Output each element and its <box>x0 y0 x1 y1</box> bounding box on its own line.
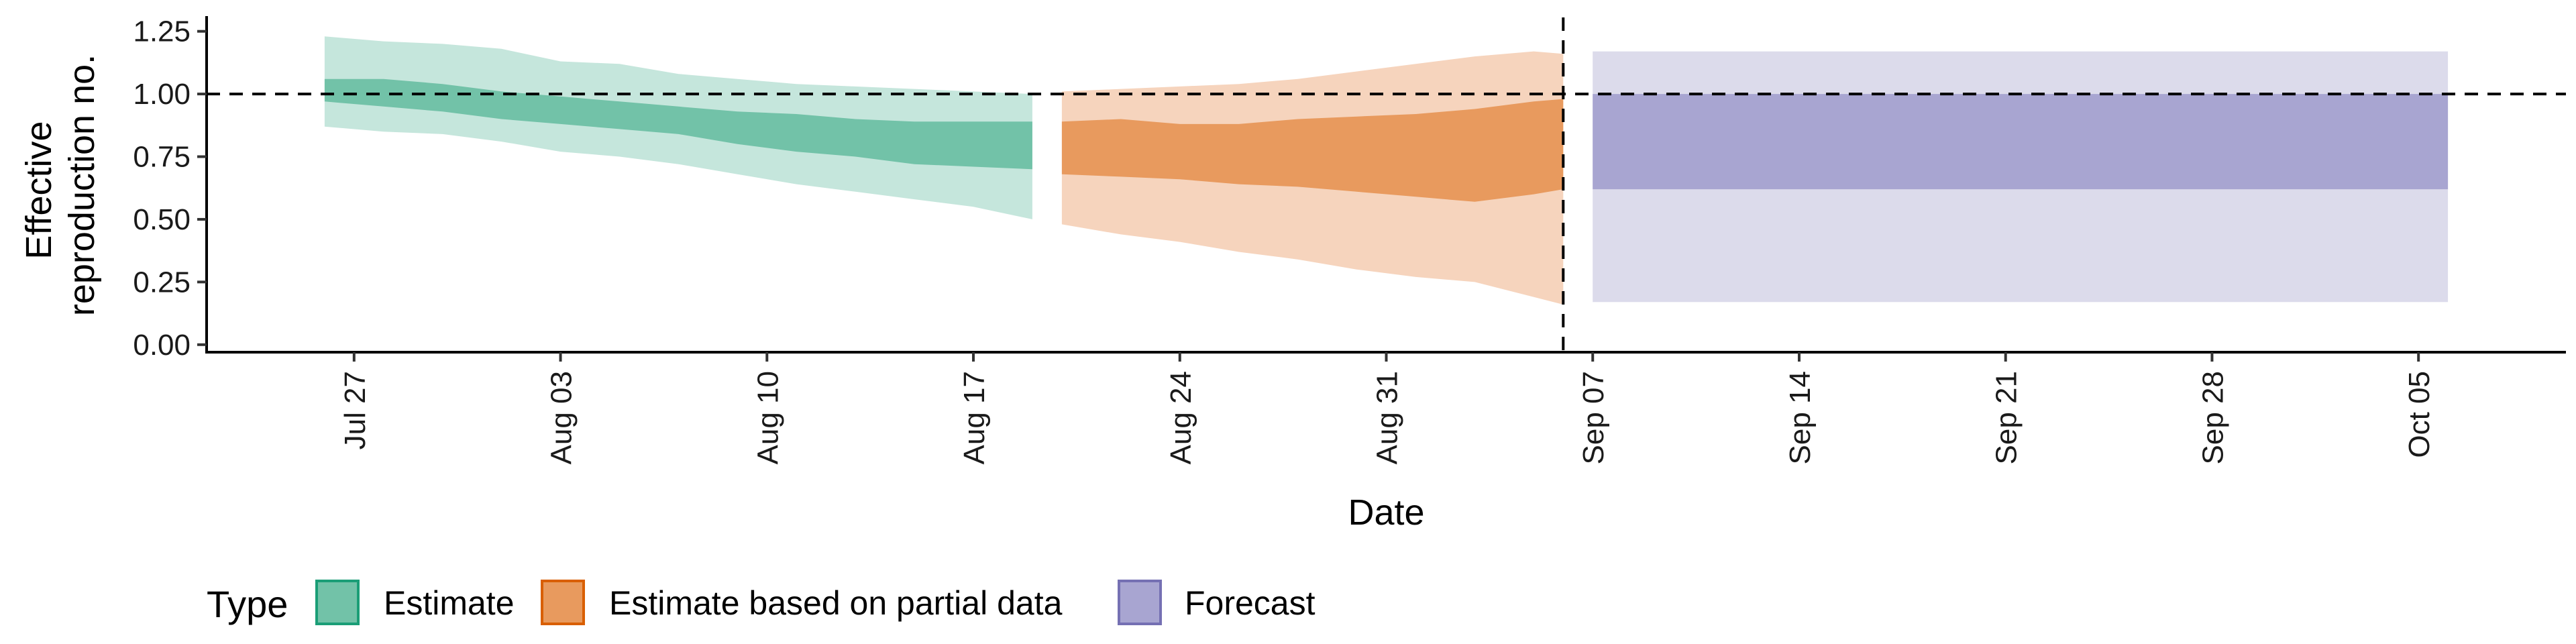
x-tick-label-11: Oct 05 <box>2403 371 2436 458</box>
legend-label-1: Estimate <box>384 584 515 622</box>
legend-key-2 <box>541 580 585 625</box>
x-ticks: Jul 27 Aug 03 Aug 10 Aug 17 Aug 24 Aug 31 Sep … <box>339 352 2436 464</box>
x-tick-label-8: Sep 14 <box>1784 371 1817 464</box>
x-tick-label-4: Aug 17 <box>958 371 991 464</box>
x-tick-label-7: Sep 07 <box>1577 371 1610 464</box>
y-tick-label-2: 0.25 <box>133 266 191 299</box>
y-tick-label-3: 0.50 <box>133 203 191 236</box>
legend-key-3 <box>1118 580 1162 625</box>
x-tick-label-1: Jul 27 <box>339 371 372 449</box>
legend-label-3: Forecast <box>1185 584 1316 622</box>
legend-title: Type <box>207 583 288 625</box>
y-tick-label-5: 1.00 <box>133 78 191 111</box>
y-ticks: 0.00 0.25 0.50 0.75 1.00 1.25 <box>133 15 207 362</box>
y-tick-label-6: 1.25 <box>133 15 191 48</box>
ribbon-inner-3 <box>1593 94 2449 190</box>
x-tick-label-6: Aug 31 <box>1371 371 1404 464</box>
legend: Type Estimate Estimate based on partial d… <box>207 580 1316 625</box>
ribbon-inner-1 <box>324 78 1032 170</box>
legend-key-1 <box>315 580 360 625</box>
x-axis-title: Date <box>1348 492 1424 533</box>
y-tick-label-4: 0.75 <box>133 141 191 174</box>
y-tick-label-1: 0.00 <box>133 329 191 362</box>
y-axis-title-line-1: Effective <box>19 121 59 259</box>
x-tick-label-9: Sep 21 <box>1990 371 2023 464</box>
y-axis-title-line-2: reproduction no. <box>62 54 102 316</box>
ribbons <box>324 36 2449 305</box>
ribbon-inner-2 <box>1061 99 1564 202</box>
x-tick-label-5: Aug 24 <box>1165 371 1197 464</box>
legend-label-2: Estimate based on partial data <box>609 584 1063 622</box>
x-tick-label-10: Sep 28 <box>2196 371 2229 464</box>
x-tick-label-2: Aug 03 <box>545 371 578 464</box>
y-axis-title: Effective reproduction no. <box>19 54 102 316</box>
x-tick-label-3: Aug 10 <box>751 371 784 464</box>
